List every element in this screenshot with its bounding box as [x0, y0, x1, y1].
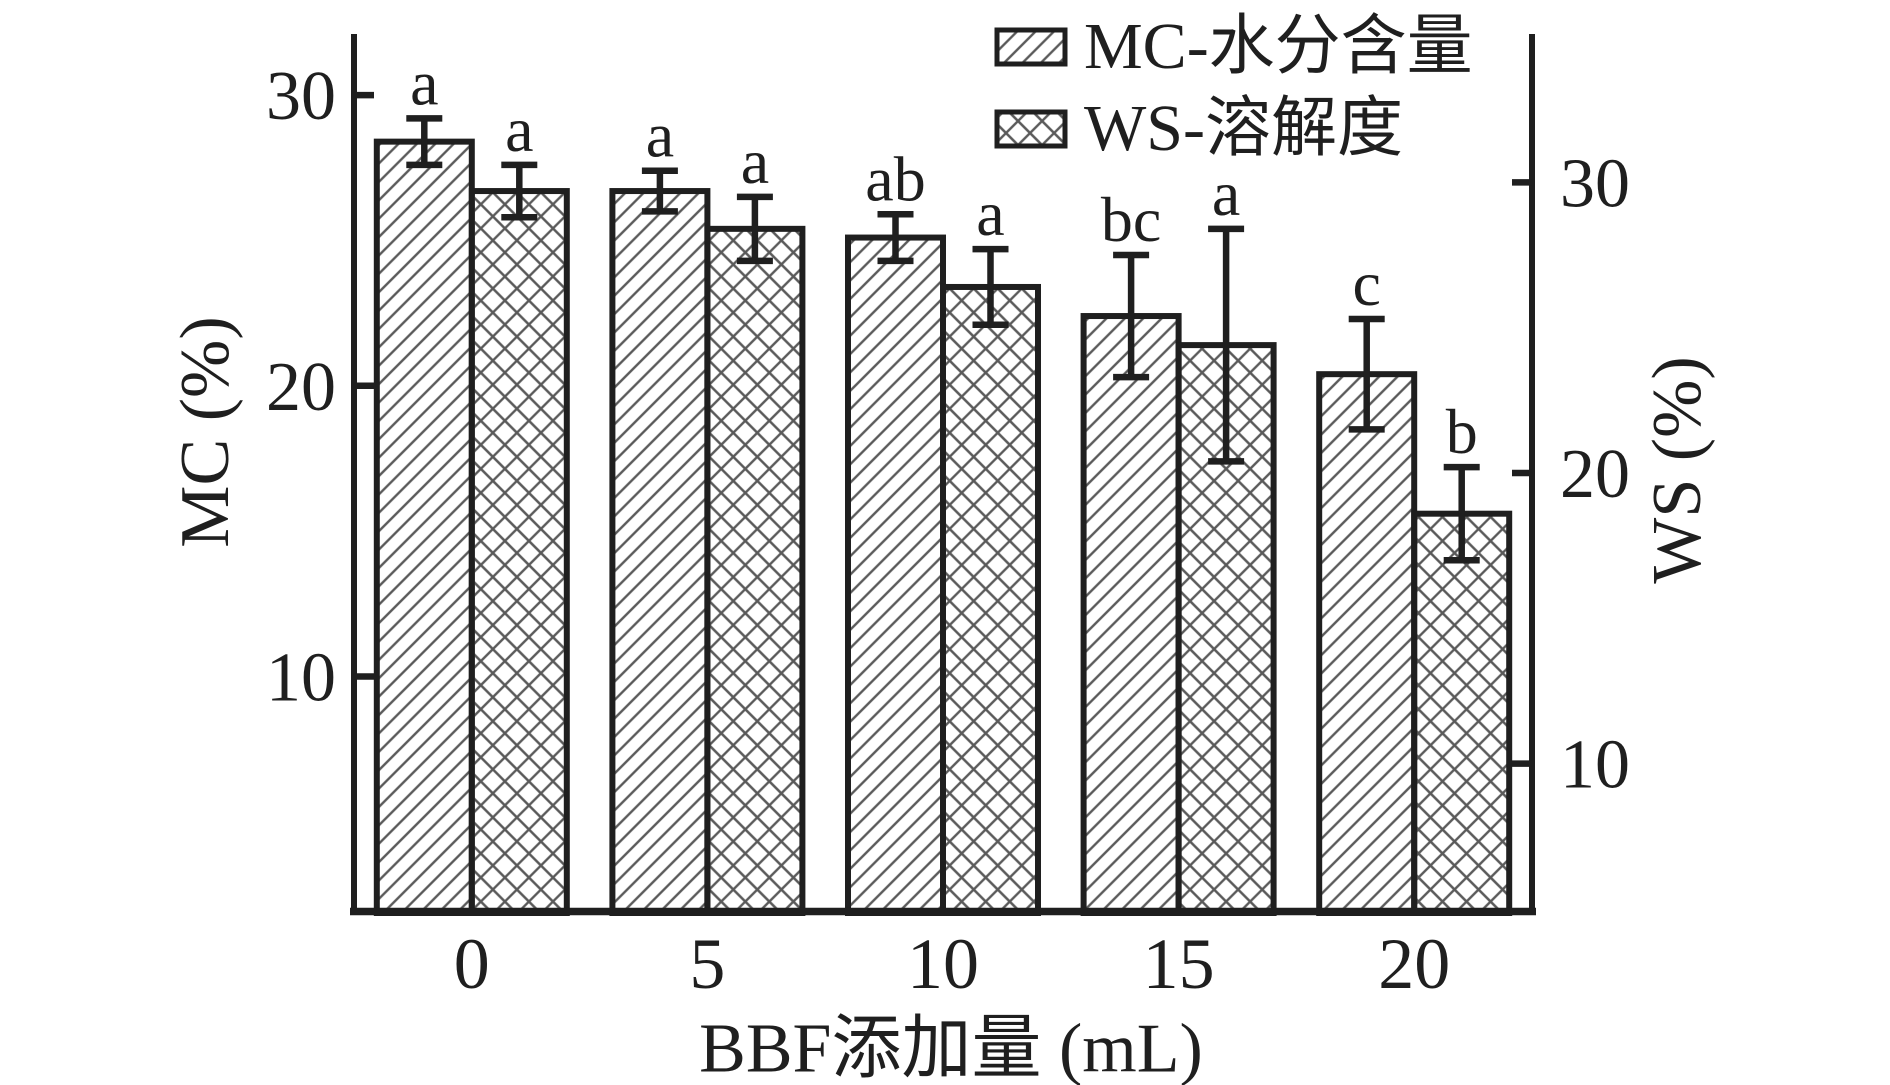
sig-letter-ws-0: a [505, 94, 533, 165]
x-tick-label-20: 20 [1378, 924, 1450, 1004]
bar-ws-1 [704, 225, 806, 916]
bar-ws-2 [940, 283, 1041, 916]
sig-letter-mc-4: c [1352, 248, 1380, 319]
left-axis-tick-label-10: 10 [266, 639, 336, 716]
right-axis-tick-label-20: 20 [1560, 436, 1630, 513]
bar-ws-4 [1411, 510, 1513, 917]
sig-letter-mc-3: bc [1101, 184, 1161, 255]
sig-letter-ws-3: a [1212, 158, 1240, 229]
legend-item-ws: WS-溶解度 [994, 96, 1473, 162]
x-axis-title: BBF添加量 (mL) [699, 1010, 1203, 1085]
sig-letter-ws-1: a [741, 126, 769, 197]
left-axis-tick-label-30: 30 [266, 58, 336, 135]
x-tick-label-15: 15 [1143, 924, 1215, 1004]
left-axis-tick-label-20: 20 [266, 349, 336, 426]
sig-letter-mc-0: a [410, 47, 438, 118]
right-axis-tick-label-30: 30 [1560, 145, 1630, 222]
bar-mc-2 [845, 234, 946, 916]
bar-ws-0 [468, 188, 570, 916]
x-tick-label-0: 0 [454, 924, 490, 1004]
ws-hatch-swatch-icon [994, 109, 1068, 149]
sig-letter-mc-1: a [646, 100, 674, 171]
legend-label-ws: WS-溶解度 [1084, 92, 1403, 165]
bar-mc-4 [1316, 371, 1418, 916]
right-axis-tick-label-10: 10 [1560, 727, 1630, 804]
sig-letter-ws-2: a [976, 178, 1004, 249]
right-axis-title: WS (%) [1639, 356, 1716, 584]
sig-letter-mc-2: ab [865, 143, 925, 214]
mc-hatch-swatch-icon [994, 27, 1068, 67]
sig-letter-ws-4: b [1446, 396, 1478, 467]
x-tick-label-5: 5 [689, 924, 725, 1004]
left-axis-title: MC (%) [167, 316, 244, 548]
legend-item-mc: MC-水分含量 [994, 14, 1473, 80]
bar-mc-3 [1080, 313, 1182, 917]
legend-label-mc: MC-水分含量 [1084, 10, 1473, 83]
legend: MC-水分含量 WS-溶解度 [994, 14, 1473, 162]
x-tick-label-10: 10 [907, 924, 979, 1004]
bar-mc-0 [373, 138, 475, 916]
bar-mc-1 [609, 188, 711, 916]
